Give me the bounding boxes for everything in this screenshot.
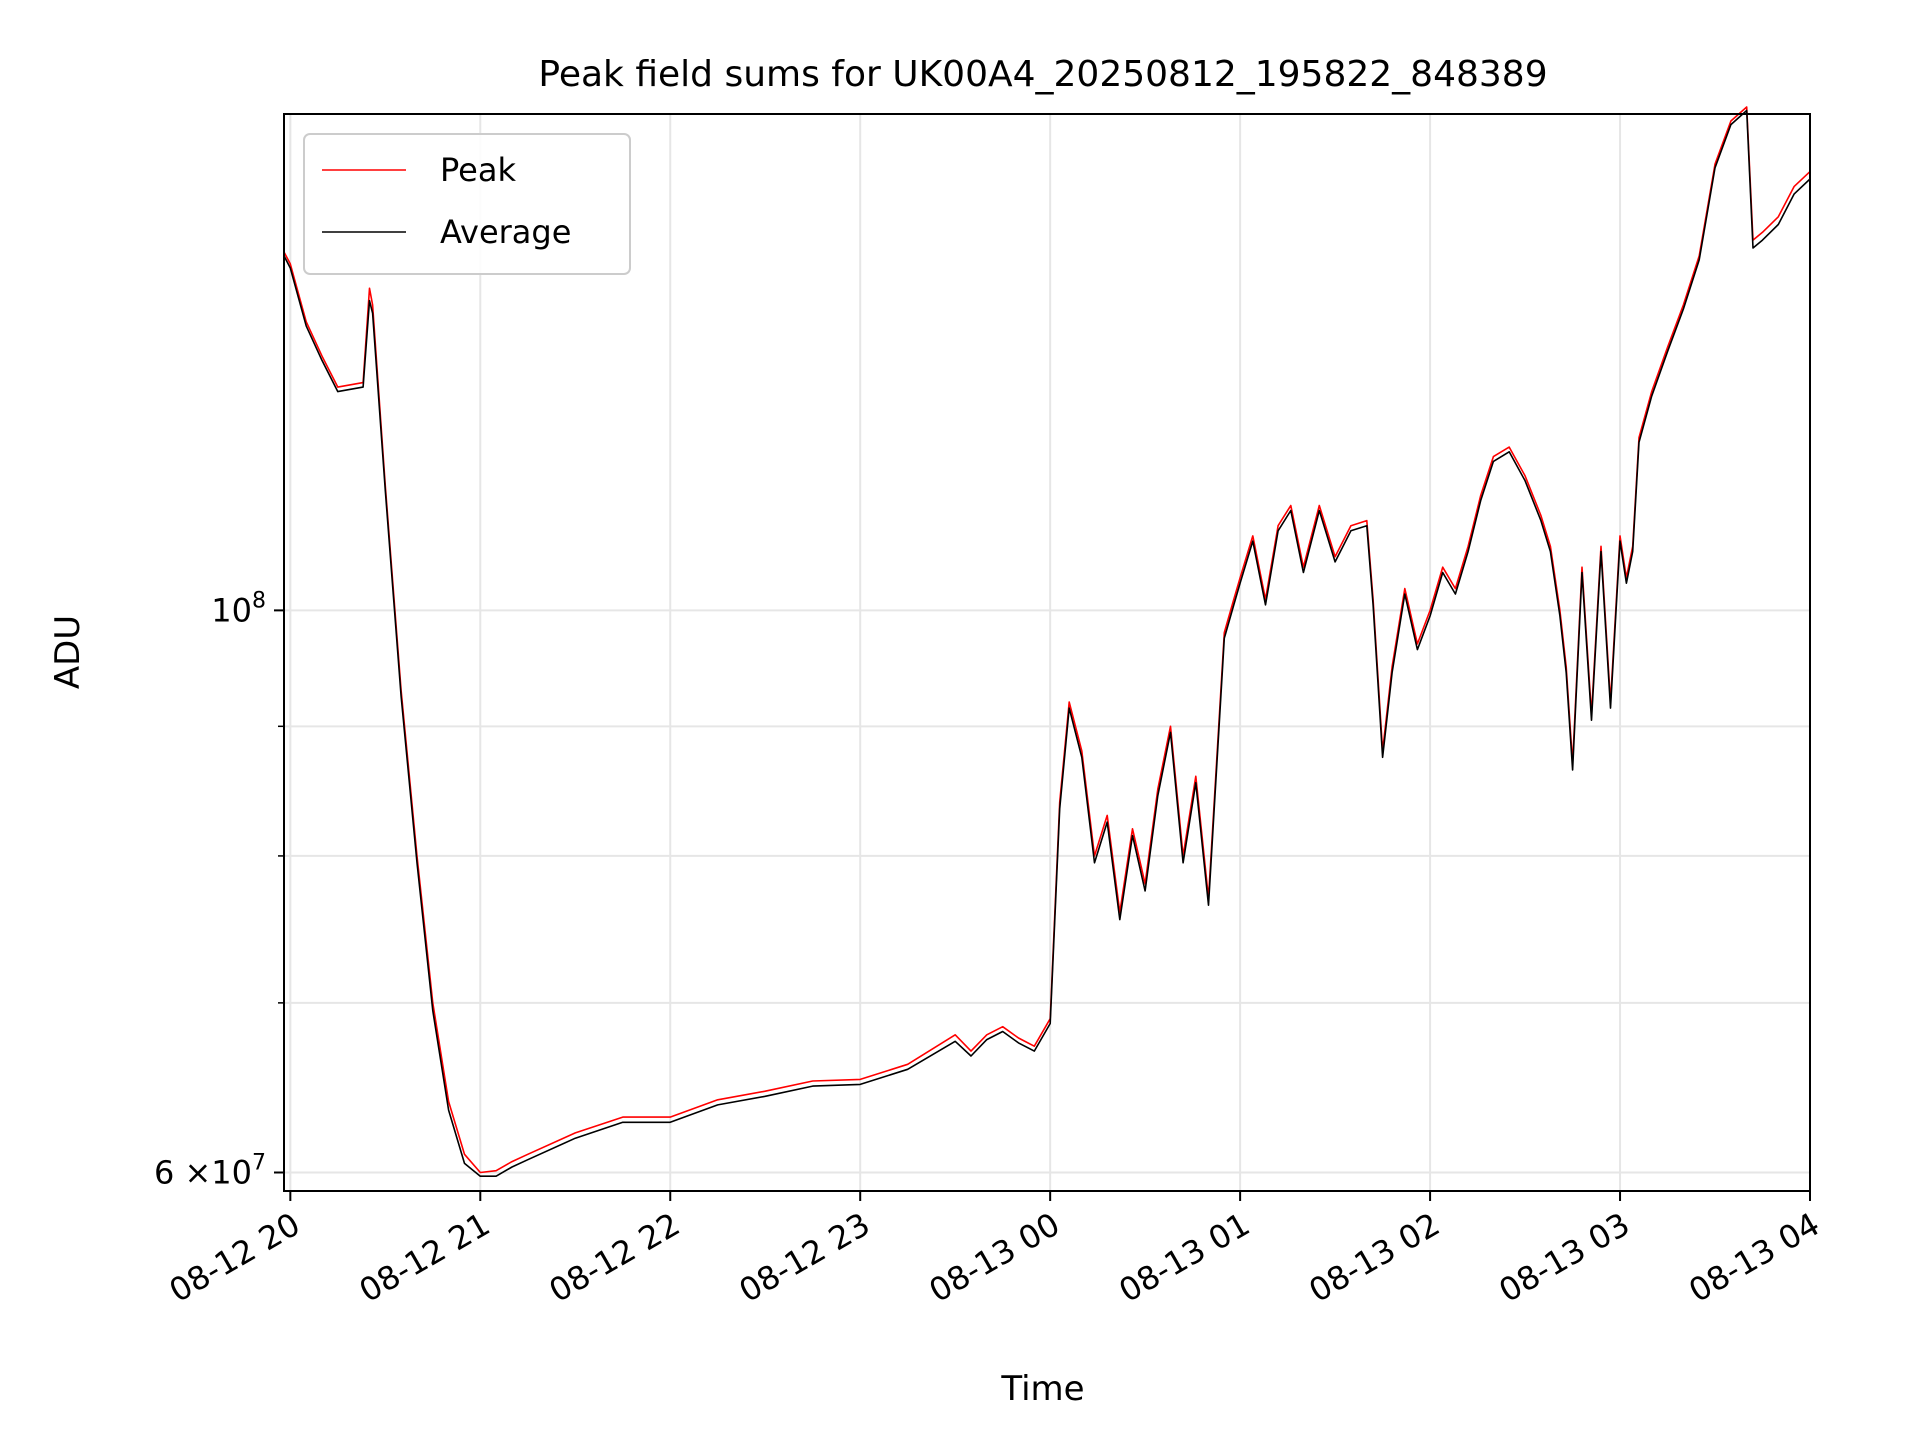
legend: Peak Average (303, 133, 631, 275)
chart-title: Peak field sums for UK00A4_20250812_1958… (538, 54, 1547, 95)
y-tick-label: 6 ×107 (154, 1151, 266, 1192)
y-axis-label: ADU (48, 615, 88, 689)
legend-label-average: Average (440, 213, 571, 251)
plot-series (283, 106, 1811, 1177)
series-line-average (283, 109, 1811, 1177)
y-tick-label: 108 (211, 588, 266, 629)
legend-box (303, 133, 631, 275)
plot-frame (283, 113, 1811, 1192)
legend-label-peak: Peak (440, 151, 516, 189)
y-axis-ticks: 6 ×107 108 (154, 588, 284, 1192)
x-axis-label: Time (1000, 1369, 1084, 1409)
